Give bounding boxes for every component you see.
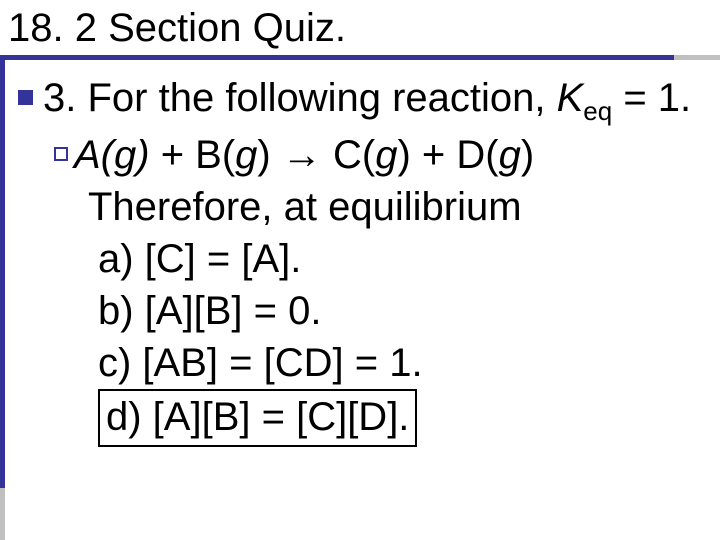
therefore-line: Therefore, at equilibrium	[18, 181, 691, 233]
option-a: a) [C] = [A].	[18, 233, 691, 285]
slide-title: 18. 2 Section Quiz.	[8, 6, 346, 51]
eq-plus1: + B(	[150, 133, 236, 177]
hollow-square-bullet-icon	[54, 147, 68, 161]
option-d-highlighted: d) [A][B] = [C][D].	[98, 389, 417, 447]
arrow-icon: →	[282, 133, 322, 177]
eq-close2: )	[521, 133, 534, 177]
border-top	[0, 55, 720, 60]
option-d-wrapper: d) [A][B] = [C][D].	[18, 389, 691, 447]
equation-line: A(g) + B(g) → C(g) + D(g)	[18, 129, 691, 181]
eq-g1: g	[235, 133, 257, 177]
question-line: 3. For the following reaction, Keq = 1.	[18, 72, 691, 129]
eq-g3: g	[499, 133, 521, 177]
question-prefix: For the following reaction,	[87, 76, 556, 120]
k-var: K	[557, 76, 584, 120]
eq-A: A(g)	[74, 133, 150, 177]
k-equals: = 1.	[612, 76, 691, 120]
eq-close1: )	[257, 133, 281, 177]
k-sub: eq	[583, 96, 612, 126]
border-left	[0, 55, 5, 540]
eq-rhs: C(	[322, 133, 375, 177]
eq-mid: ) + D(	[397, 133, 498, 177]
square-bullet-icon	[18, 90, 33, 105]
option-b: b) [A][B] = 0.	[18, 285, 691, 337]
question-number: 3.	[43, 76, 76, 120]
eq-g2: g	[375, 133, 397, 177]
slide-content: 3. For the following reaction, Keq = 1. …	[18, 72, 691, 447]
option-c: c) [AB] = [CD] = 1.	[18, 337, 691, 389]
